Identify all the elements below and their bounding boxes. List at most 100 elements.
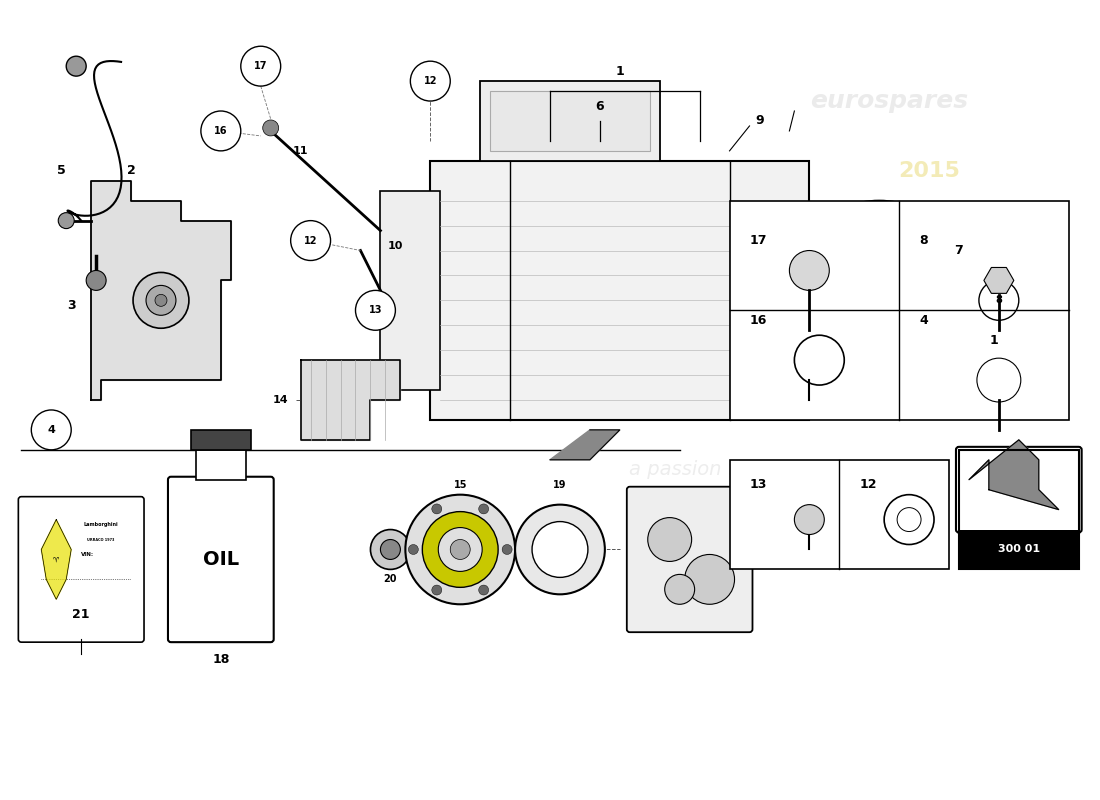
Circle shape <box>794 505 824 534</box>
Text: 20: 20 <box>384 574 397 584</box>
Text: 16: 16 <box>214 126 228 136</box>
Text: 15: 15 <box>453 480 468 490</box>
Circle shape <box>942 324 952 334</box>
Circle shape <box>241 46 280 86</box>
Circle shape <box>450 539 470 559</box>
Text: 1: 1 <box>990 334 999 346</box>
Text: 4: 4 <box>47 425 55 435</box>
Circle shape <box>58 213 74 229</box>
Polygon shape <box>91 181 231 400</box>
Text: a passion for parts: a passion for parts <box>628 460 811 479</box>
Circle shape <box>66 56 86 76</box>
Circle shape <box>664 574 694 604</box>
Text: eurospares: eurospares <box>579 358 860 402</box>
Circle shape <box>155 294 167 306</box>
Bar <box>196 450 245 480</box>
Text: 9: 9 <box>756 114 763 127</box>
Circle shape <box>532 522 587 578</box>
Circle shape <box>478 585 488 595</box>
Text: 8: 8 <box>920 234 927 247</box>
Text: 6: 6 <box>990 284 998 297</box>
Polygon shape <box>300 360 400 440</box>
Circle shape <box>86 270 106 290</box>
Text: 12: 12 <box>304 235 318 246</box>
Bar <box>729 201 1069 420</box>
Text: 14: 14 <box>273 395 288 405</box>
Circle shape <box>814 226 944 355</box>
Circle shape <box>432 585 442 595</box>
Circle shape <box>381 539 400 559</box>
Text: 21: 21 <box>73 608 90 621</box>
Circle shape <box>422 512 498 587</box>
Circle shape <box>438 527 482 571</box>
Polygon shape <box>42 519 72 599</box>
Text: 16: 16 <box>749 314 767 326</box>
Text: 8: 8 <box>996 295 1002 306</box>
Text: 19: 19 <box>553 480 566 490</box>
Circle shape <box>355 290 395 330</box>
Circle shape <box>648 518 692 562</box>
Text: VIN:: VIN: <box>81 552 95 557</box>
Text: 12: 12 <box>424 76 437 86</box>
Text: 12: 12 <box>859 478 877 491</box>
Circle shape <box>874 208 884 218</box>
Circle shape <box>146 286 176 315</box>
Text: 300 01: 300 01 <box>998 545 1040 554</box>
Circle shape <box>371 530 410 570</box>
Circle shape <box>31 410 72 450</box>
Text: 5: 5 <box>57 164 66 178</box>
Bar <box>481 81 660 161</box>
Bar <box>191 430 251 450</box>
Circle shape <box>1005 262 1022 278</box>
Circle shape <box>845 255 914 326</box>
Circle shape <box>684 554 735 604</box>
Circle shape <box>408 545 418 554</box>
FancyBboxPatch shape <box>19 497 144 642</box>
Circle shape <box>502 545 513 554</box>
Circle shape <box>806 324 817 334</box>
Text: 7: 7 <box>955 244 964 257</box>
Bar <box>959 450 1079 570</box>
Text: 17: 17 <box>749 234 767 247</box>
Bar <box>959 530 1079 570</box>
Circle shape <box>410 61 450 101</box>
Text: 6: 6 <box>595 99 604 113</box>
Text: 17: 17 <box>254 61 267 71</box>
Circle shape <box>790 250 829 290</box>
FancyBboxPatch shape <box>168 477 274 642</box>
Circle shape <box>979 281 1019 320</box>
Circle shape <box>133 273 189 328</box>
Text: 11: 11 <box>293 146 308 156</box>
Circle shape <box>290 221 331 261</box>
Circle shape <box>942 246 952 257</box>
Circle shape <box>806 246 817 257</box>
Text: 13: 13 <box>749 478 767 491</box>
Text: 1: 1 <box>615 65 624 78</box>
Text: URRACO 1973: URRACO 1973 <box>87 538 114 542</box>
Text: 4: 4 <box>920 314 927 326</box>
Circle shape <box>515 505 605 594</box>
Text: 10: 10 <box>387 241 403 250</box>
Bar <box>491 91 650 151</box>
FancyBboxPatch shape <box>627 486 752 632</box>
Polygon shape <box>983 267 1014 294</box>
Text: 13: 13 <box>368 306 382 315</box>
Circle shape <box>406 494 515 604</box>
FancyBboxPatch shape <box>956 447 1081 533</box>
Circle shape <box>867 278 891 302</box>
Text: ♈: ♈ <box>53 557 59 562</box>
Circle shape <box>263 120 278 136</box>
Circle shape <box>790 201 969 380</box>
Text: Lamborghini: Lamborghini <box>84 522 119 527</box>
Circle shape <box>201 111 241 151</box>
Circle shape <box>874 363 884 373</box>
Circle shape <box>432 504 442 514</box>
Text: 2015: 2015 <box>898 161 960 181</box>
Text: 18: 18 <box>212 653 230 666</box>
Text: OIL: OIL <box>202 550 239 569</box>
Circle shape <box>478 504 488 514</box>
Polygon shape <box>969 440 1058 510</box>
Polygon shape <box>550 430 619 460</box>
Bar <box>381 190 440 390</box>
Bar <box>729 460 949 570</box>
